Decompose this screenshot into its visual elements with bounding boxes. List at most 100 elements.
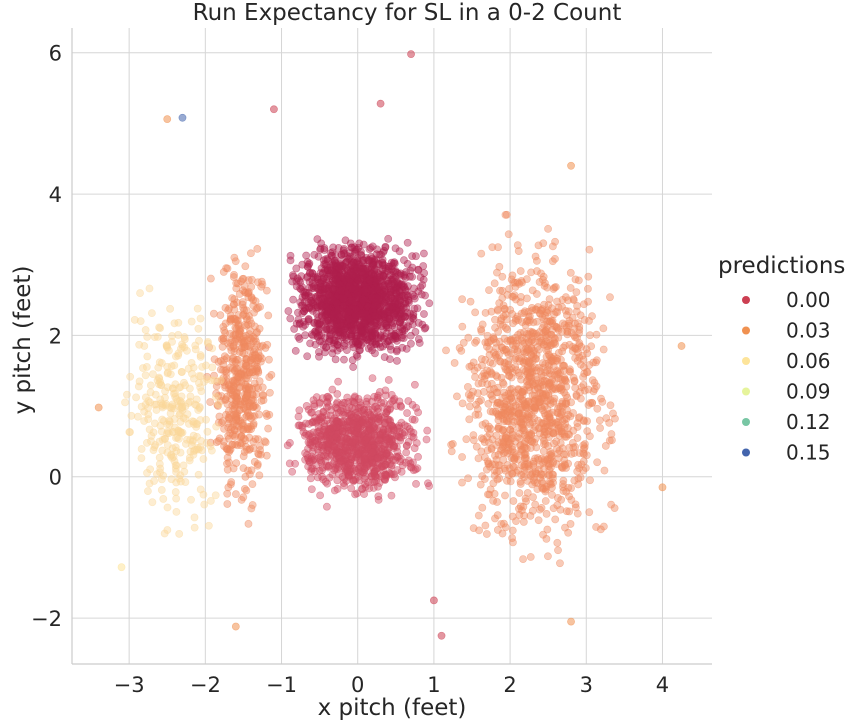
scatter-point [179,414,188,422]
scatter-point [303,258,312,266]
scatter-point [577,342,586,351]
scatter-point [403,422,412,431]
scatter-point [561,523,569,532]
scatter-point [206,497,215,505]
scatter-point [181,478,190,486]
scatter-point [194,324,203,333]
scatter-point [342,335,351,344]
scatter-point [232,490,240,499]
scatter-point [171,488,180,496]
scatter-point [386,282,395,291]
scatter-point [583,368,592,377]
scatter-point [519,555,527,563]
scatter-point [175,529,184,538]
scatter-point [180,343,189,352]
scatter-point [559,487,568,495]
scatter-point [220,352,229,361]
scatter-point [569,426,578,435]
scatter-point [483,446,492,455]
scatter-point [347,484,356,493]
scatter-point [558,327,566,336]
scatter-point [545,295,554,304]
scatter-point [348,243,356,252]
scatter-point [549,285,558,293]
scatter-point [384,234,393,243]
scatter-point [565,492,573,501]
scatter-point [531,500,540,509]
scatter-point [388,321,397,330]
scatter-point [592,330,601,339]
scatter-point [518,278,526,287]
y-tick-label: 2 [49,324,62,348]
scatter-point [379,282,387,291]
scatter-point [253,403,261,412]
scatter-point [155,323,164,332]
scatter-point [390,310,399,319]
scatter-point [159,495,168,503]
scatter-point [137,445,146,453]
scatter-point [532,290,541,298]
y-tick-label: 0 [49,466,62,490]
scatter-point [223,489,232,498]
scatter-point [526,553,535,561]
scatter-point [554,420,562,429]
legend-marker [742,326,750,335]
scatter-point [505,464,514,473]
scatter-point [508,512,517,521]
scatter-point [303,272,312,281]
scatter-point [396,269,405,278]
scatter-point [548,242,557,251]
scatter-point [366,243,375,252]
scatter-point [194,406,203,414]
x-tick-label: 0 [351,673,364,697]
scatter-point [163,115,172,124]
scatter-point [195,379,203,388]
scatter-point [303,352,312,361]
scatter-point [241,472,250,481]
scatter-point [414,335,423,344]
scatter-point [172,507,181,516]
scatter-point [539,530,547,539]
scatter-point [486,367,494,376]
scatter-point [362,400,371,409]
scatter-point [304,315,313,323]
scatter-point [567,161,575,170]
scatter-point [163,526,172,534]
scatter-point [141,371,150,380]
scatter-point [337,256,346,265]
scatter-point [556,559,564,568]
scatter-point [420,249,428,258]
scatter-point [251,345,259,354]
scatter-point [187,495,195,504]
scatter-point [347,260,356,269]
scatter-point [558,375,567,384]
scatter-point [137,454,146,462]
scatter-point [155,374,164,383]
scatter-point [407,50,415,59]
scatter-point [166,304,175,313]
scatter-point [414,453,422,461]
scatter-point [504,360,513,369]
scatter-point [430,596,438,605]
scatter-point [358,309,367,318]
scatter-point [165,416,174,425]
scatter-point [385,336,393,345]
scatter-point [464,390,473,399]
scatter-point [172,447,181,455]
scatter-point [465,402,474,411]
scatter-point [524,413,533,422]
scatter-point [403,238,412,247]
scatter-point [573,467,582,476]
scatter-point [197,387,206,396]
scatter-point [551,515,560,524]
scatter-point [338,404,347,413]
scatter-point [221,303,230,312]
scatter-point [595,416,604,425]
scatter-point [357,439,366,447]
scatter-point [348,356,357,365]
scatter-point [322,324,331,333]
scatter-point [368,242,377,251]
scatter-point [354,450,363,459]
scatter-point [223,264,232,273]
scatter-point [566,284,575,292]
